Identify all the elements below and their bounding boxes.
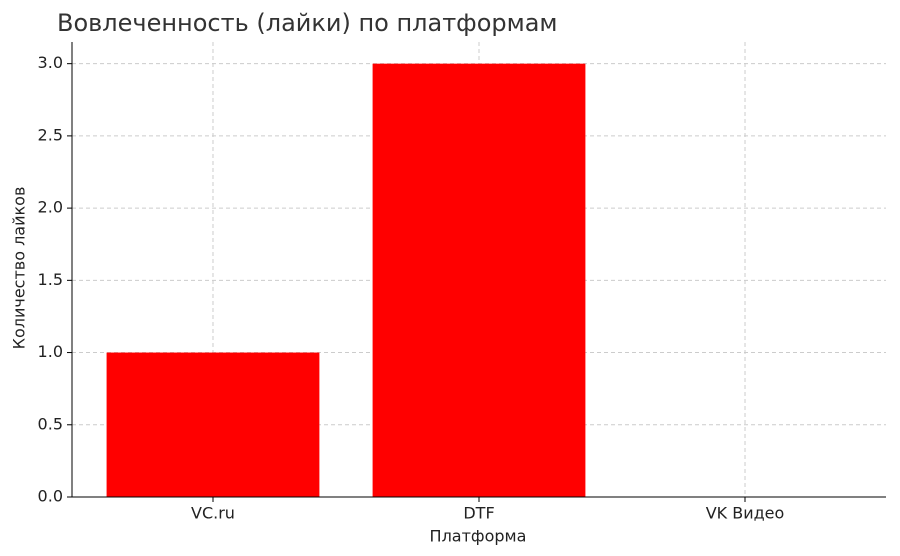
chart-title: Вовлеченность (лайки) по платформам [57,9,558,37]
bar [372,63,586,498]
y-tick-label: 0.0 [38,487,63,506]
x-tick-label: DTF [463,504,494,523]
y-tick-label: 2.0 [38,198,63,217]
y-tick-label: 1.5 [38,270,63,289]
bar [106,352,320,497]
x-tick-label: VK Видео [706,504,785,523]
y-tick-label: 1.0 [38,342,63,361]
y-axis-label: Количество лайков [10,187,29,350]
y-tick-label: 2.5 [38,125,63,144]
x-tick-label: VC.ru [191,504,235,523]
y-tick-label: 0.5 [38,414,63,433]
x-axis-label: Платформа [430,527,527,546]
y-tick-label: 3.0 [38,53,63,72]
